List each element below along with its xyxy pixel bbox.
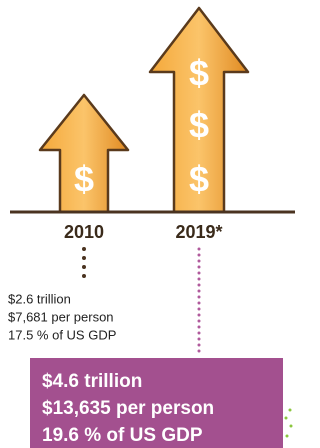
year-label: 2010: [64, 222, 104, 242]
dollar-symbol: $: [189, 105, 209, 146]
stat-line: $2.6 trillion: [8, 291, 71, 306]
stat-line: $7,681 per person: [8, 309, 114, 324]
stat-line: $13,635 per person: [42, 398, 214, 419]
dollar-symbol: $: [189, 159, 209, 200]
decor-dots: [285, 409, 293, 438]
infographic: $ $ $ $ 2010 2019* $2.6 trillion $7,681 …: [0, 0, 295, 448]
stat-line: 17.5 % of US GDP: [8, 327, 116, 342]
dollar-symbol: $: [74, 159, 94, 200]
stat-line: $4.6 trillion: [42, 371, 142, 392]
dollar-symbol: $: [189, 53, 209, 94]
year-label: 2019*: [175, 222, 222, 242]
stat-line: 19.6 % of US GDP: [42, 425, 203, 446]
